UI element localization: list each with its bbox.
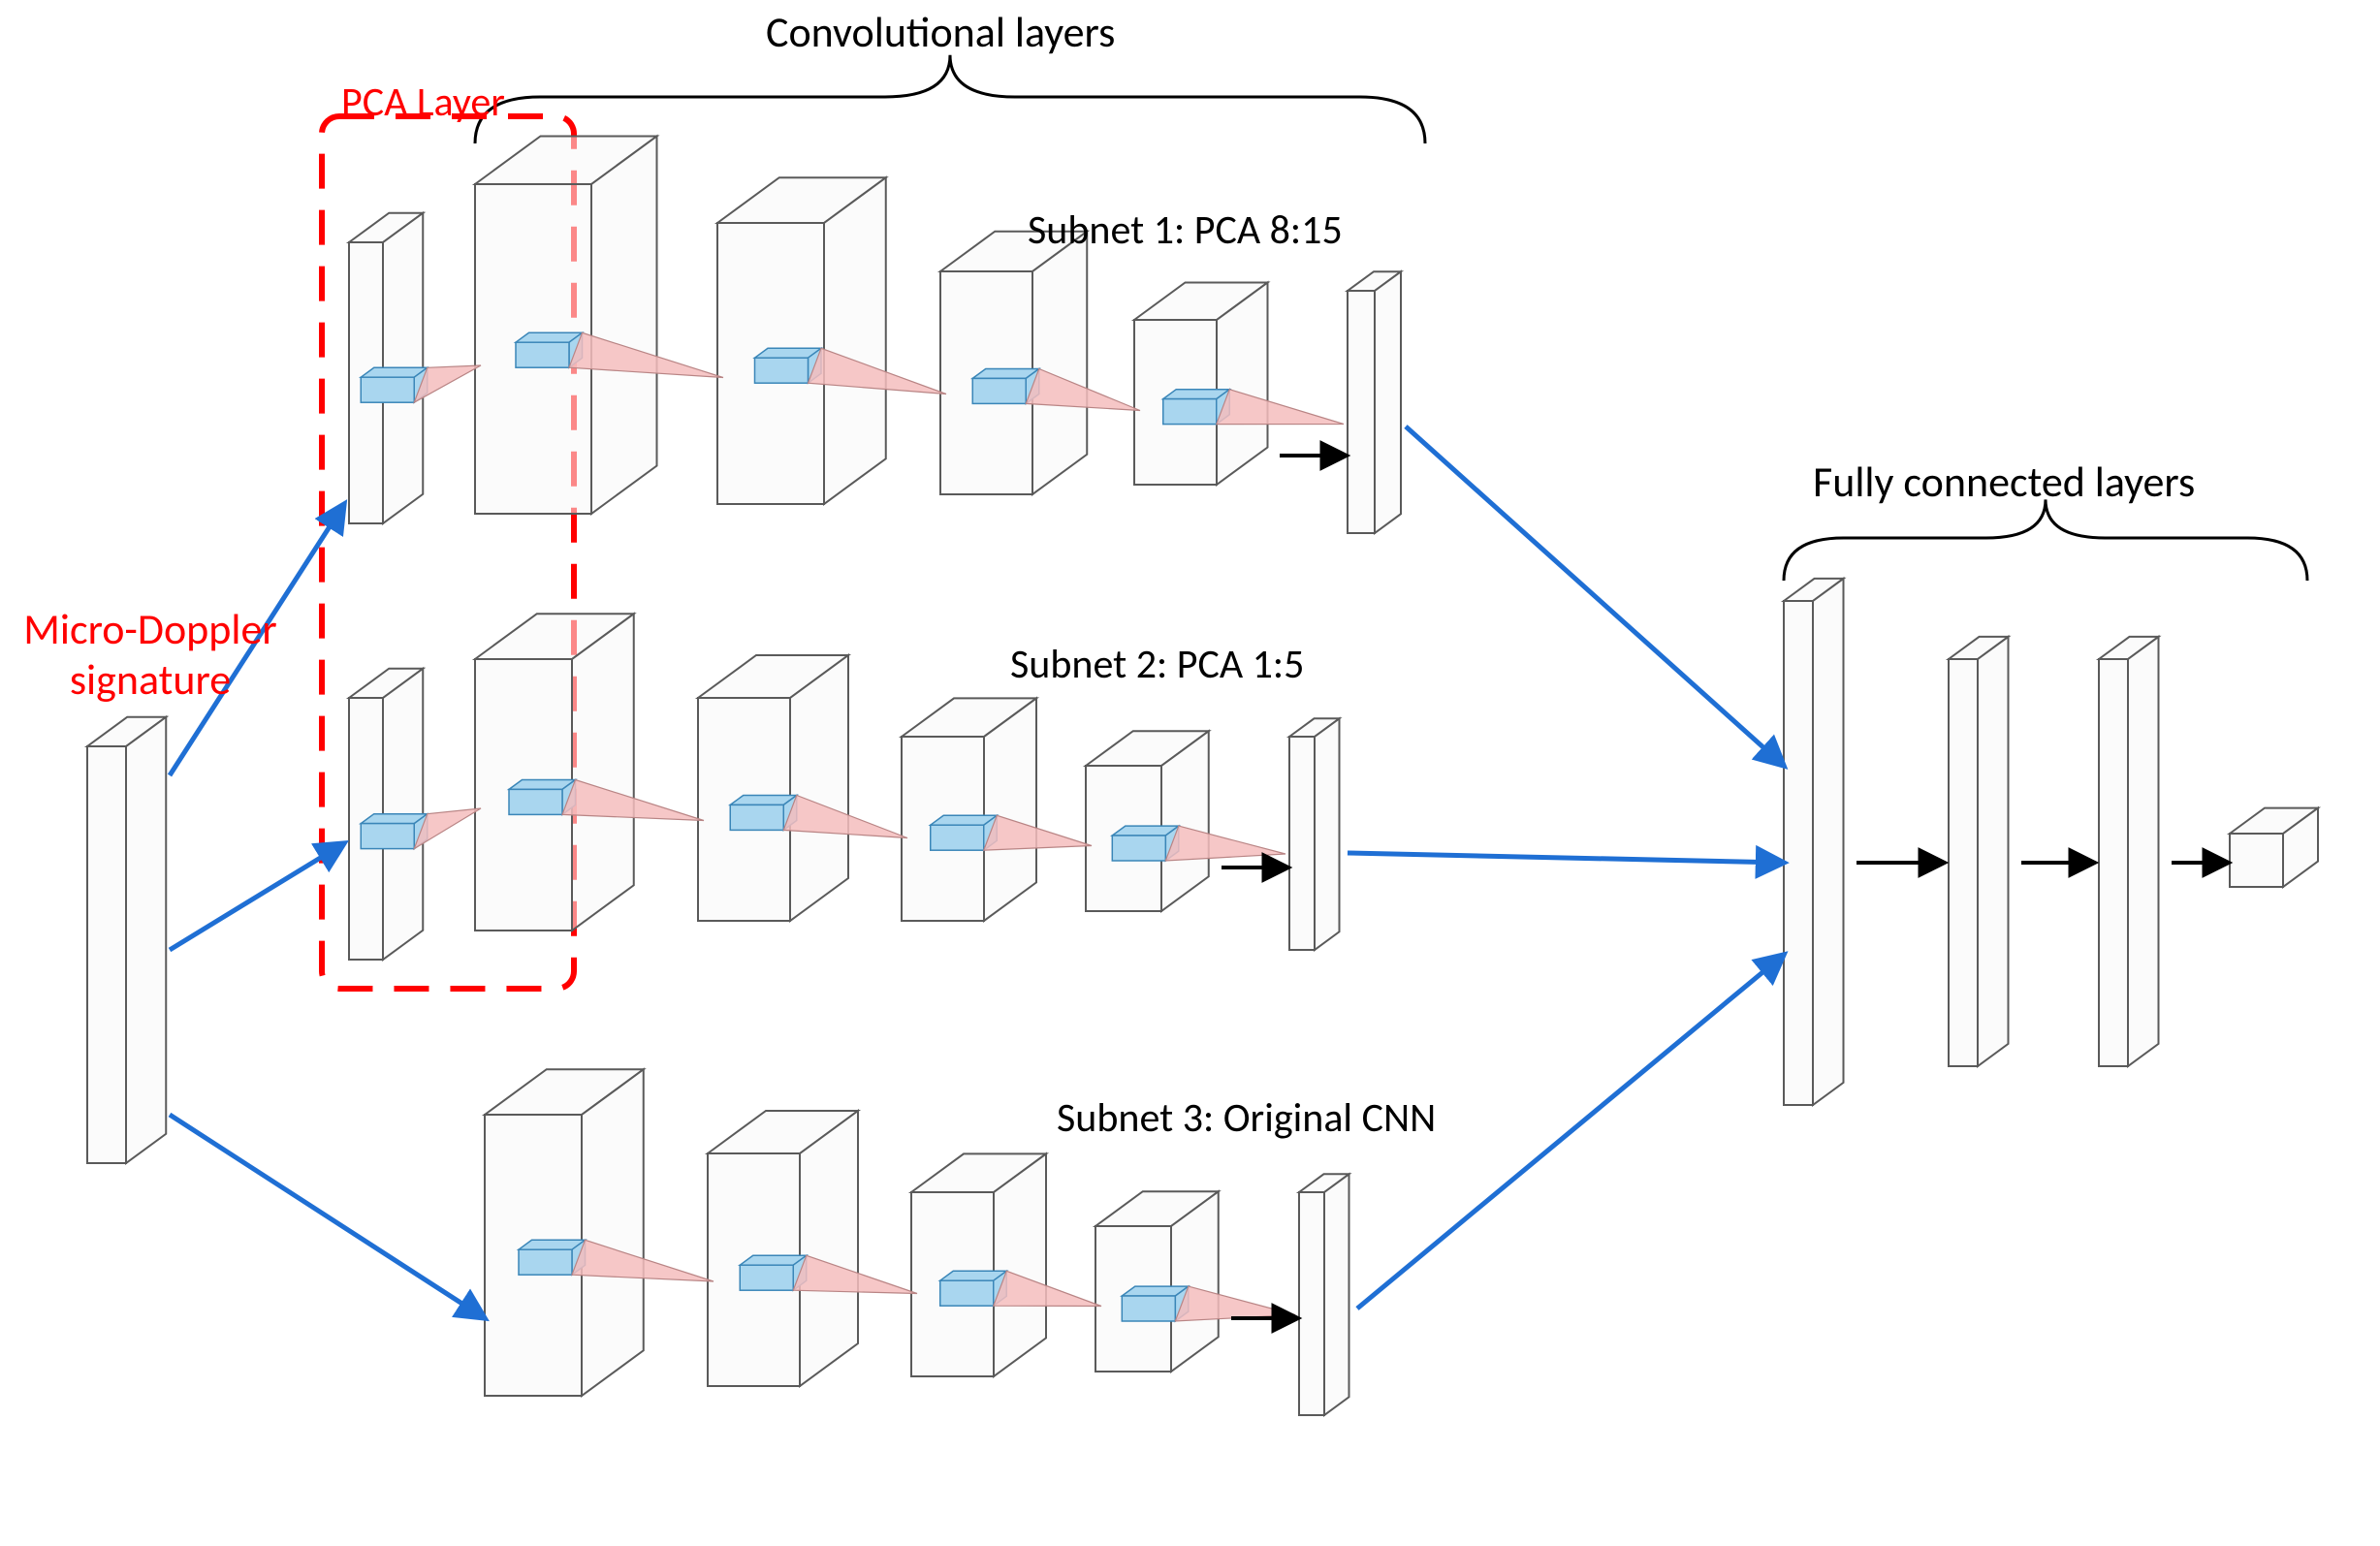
subnet1-conv-3 [940,232,1087,494]
subnet2-label: Subnet 2: PCA 1:5 [1010,640,1304,689]
subnet2-conv-4 [1086,731,1209,911]
input-slab [87,717,166,1163]
arrow-blue [170,843,344,950]
subnet3-conv-1 [485,1069,644,1396]
subnet2-conv-1 [475,614,634,931]
subnet1-conv-2 [717,177,886,504]
conv-filter [931,815,1092,850]
fc-layer-3 [2099,637,2159,1066]
conv-layers-title: Convolutional layers [766,6,1115,58]
fc-layer-2 [1949,637,2009,1066]
conv-filter [1112,826,1285,861]
arrow-blue [170,1115,485,1318]
input-label-line2: signature [10,653,291,706]
subnet3-label: Subnet 3: Original CNN [1057,1093,1436,1143]
conv-filter [361,808,481,849]
subnet2-conv-3 [902,698,1036,921]
input-label-line1: Micro-Doppler [10,603,291,655]
subnet2-conv-2 [698,655,848,921]
conv-filter [940,1271,1101,1306]
subnet1-label: Subnet 1: PCA 8:15 [1028,205,1343,255]
arrow-blue [1406,426,1784,766]
subnet1-conv-4 [1134,283,1268,486]
pca-layer-label: PCA Layer [341,78,505,127]
fc-layer-4 [2230,808,2318,887]
subnet2-flatten [1289,718,1340,950]
conv-filter [361,365,481,402]
subnet1-flatten [1348,271,1401,533]
conv-filter [1122,1286,1295,1321]
subnet1-conv-1 [475,137,657,515]
subnet3-conv-3 [911,1153,1046,1376]
subnet3-conv-2 [708,1111,858,1386]
brace [475,55,1425,143]
fc-layers-title: Fully connected layers [1813,456,2195,508]
subnet3-conv-4 [1095,1191,1219,1372]
fc-layer-1 [1784,579,1844,1105]
brace [1784,499,2307,581]
subnet3-flatten [1299,1174,1349,1415]
arrow-blue [1348,853,1784,863]
